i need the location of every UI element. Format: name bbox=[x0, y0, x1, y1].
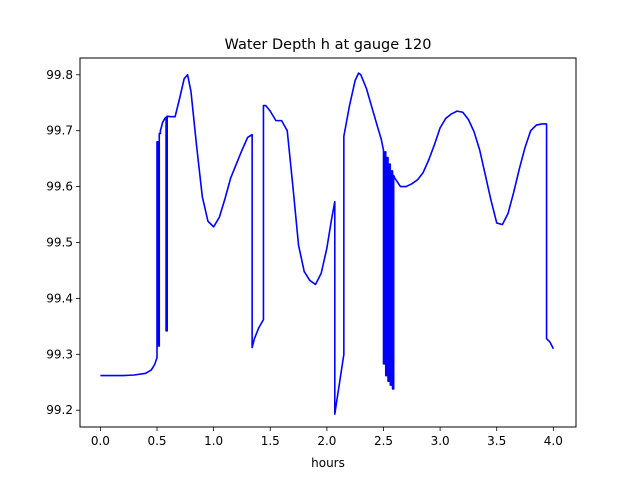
y-tick-label: 99.6 bbox=[46, 180, 73, 194]
x-tick-label: 3.0 bbox=[431, 434, 450, 448]
x-tick-label: 1.5 bbox=[261, 434, 280, 448]
x-axis: 0.0 0.5 1.0 1.5 2.0 2.5 3.0 3.5 4.0 bbox=[91, 427, 563, 448]
x-tick-label: 3.5 bbox=[487, 434, 506, 448]
series-line-0 bbox=[100, 72, 555, 415]
y-tick-label: 99.4 bbox=[46, 291, 73, 305]
chart-title: Water Depth h at gauge 120 bbox=[225, 37, 432, 53]
x-tick-label: 1.0 bbox=[204, 434, 223, 448]
x-axis-label: hours bbox=[311, 456, 345, 470]
y-tick-label: 99.3 bbox=[46, 347, 73, 361]
y-tick-label: 99.2 bbox=[46, 403, 73, 417]
y-tick-label: 99.8 bbox=[46, 68, 73, 82]
x-tick-label: 0.0 bbox=[91, 434, 110, 448]
x-tick-label: 0.5 bbox=[147, 434, 166, 448]
y-axis: 99.2 99.3 99.4 99.5 99.6 99.7 99.8 bbox=[46, 68, 80, 417]
y-tick-label: 99.5 bbox=[46, 236, 73, 250]
x-tick-label: 4.0 bbox=[544, 434, 563, 448]
y-tick-label: 99.7 bbox=[46, 124, 73, 138]
x-tick-label: 2.5 bbox=[374, 434, 393, 448]
plot-area bbox=[100, 72, 555, 415]
x-tick-label: 2.0 bbox=[317, 434, 336, 448]
